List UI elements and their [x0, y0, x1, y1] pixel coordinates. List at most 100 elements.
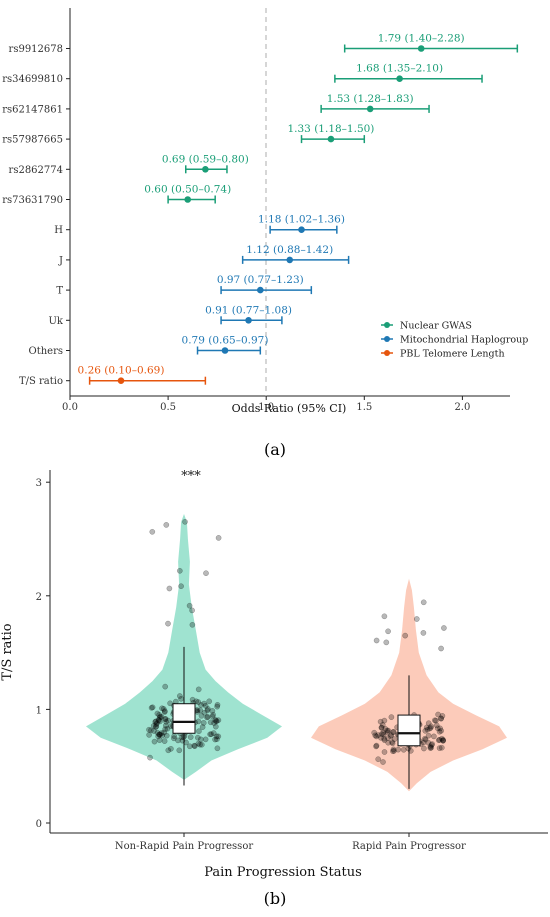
- observation-point: [429, 741, 436, 747]
- observation-point: [439, 735, 445, 742]
- odds-ratio-label: 0.91 (0.77–1.08): [205, 304, 292, 316]
- observation-point: [213, 718, 219, 724]
- legend-label-mito: Mitochondrial Haplogroup: [400, 335, 528, 346]
- observation-point: [423, 724, 430, 731]
- observation-point: [197, 736, 204, 743]
- observation-point: [372, 732, 379, 739]
- odds-ratio-point: [366, 105, 374, 113]
- observation-point: [381, 735, 387, 742]
- violin-x-tick-label: Non-Rapid Pain Progressor: [115, 841, 253, 852]
- violin-plot-panel: 0 1 2 3 Non-Rapid Pain Progressor Rapid Pain…: [0, 469, 548, 908]
- forest-row-label: rs2862774: [9, 165, 63, 176]
- legend-dot-mito: [384, 336, 390, 342]
- observation-point: [163, 732, 170, 739]
- observation-point: [162, 716, 169, 723]
- observation-point: [215, 717, 222, 724]
- observation-point: [213, 718, 220, 724]
- observation-point: [161, 709, 168, 715]
- forest-rows: rs9912678 1.79 (1.40–2.28) rs34699810 1.68 …: [2, 33, 519, 387]
- observation-point: [195, 718, 202, 725]
- observation-point: [388, 714, 395, 720]
- observation-point: [438, 715, 444, 722]
- observation-point: [400, 746, 407, 753]
- forest-row: rs34699810 1.68 (1.35–2.10): [2, 63, 483, 85]
- box-iqr: [172, 703, 196, 734]
- observation-point: [202, 736, 209, 743]
- observation-point: [425, 732, 432, 739]
- observation-point: [155, 733, 162, 740]
- observation-point: [167, 700, 173, 707]
- observation-point: [378, 734, 384, 741]
- observation-point: [208, 731, 215, 738]
- legend: Nuclear GWAS Mitochondrial Haplogroup PB…: [381, 321, 528, 360]
- legend-dot-nuclear: [384, 322, 390, 328]
- violin-y-ticks: 0 1 2 3: [36, 478, 50, 830]
- forest-row-label: rs73631790: [2, 195, 63, 206]
- observation-point: [434, 725, 441, 732]
- odds-ratio-point: [327, 135, 335, 143]
- forest-x-axis-label: Odds Ratio (95% CI): [232, 402, 347, 415]
- observation-point: [379, 722, 386, 728]
- observation-point: [204, 707, 211, 714]
- observation-point: [149, 704, 156, 711]
- observation-point: [373, 743, 379, 750]
- observation-point: [391, 748, 397, 754]
- observation-point: [212, 736, 218, 743]
- observation-point: [195, 699, 202, 705]
- forest-plot-panel: 0.0 0.5 1.0 1.5 2.0 rs9912678 1.79 (1.40–2.28…: [2, 8, 528, 459]
- forest-row-label: rs9912678: [9, 44, 63, 55]
- odds-ratio-point: [245, 317, 252, 324]
- observation-point: [390, 748, 396, 755]
- observation-point: [212, 723, 219, 730]
- observation-point: [433, 722, 440, 729]
- observation-point: [422, 736, 429, 743]
- odds-ratio-label: 1.79 (1.40–2.28): [378, 33, 465, 45]
- observation-point: [436, 736, 443, 743]
- observation-point: [153, 721, 160, 728]
- forest-row-label: rs62147861: [2, 104, 63, 115]
- observation-point: [156, 712, 163, 718]
- legend-label-nuclear: Nuclear GWAS: [400, 321, 472, 332]
- observation-point: [162, 715, 169, 722]
- observation-point: [380, 731, 387, 738]
- observation-point: [150, 722, 157, 729]
- observation-point: [428, 742, 435, 748]
- observation-point: [420, 739, 427, 746]
- violin-shape: [86, 514, 282, 780]
- observation-point: [215, 535, 222, 541]
- observation-point: [435, 711, 441, 718]
- odds-ratio-point: [417, 45, 425, 52]
- observation-point: [440, 737, 446, 743]
- forest-x-tick-label: 1.0: [258, 402, 274, 413]
- observation-point: [165, 747, 172, 754]
- observation-point: [381, 717, 388, 724]
- violin-x-tick-label: Rapid Pain Progressor: [352, 841, 466, 852]
- observation-point: [165, 620, 171, 627]
- observation-point: [381, 737, 388, 743]
- observation-point: [154, 720, 160, 726]
- observation-point: [384, 727, 390, 734]
- forest-row-label: Uk: [49, 316, 64, 327]
- observation-point: [154, 729, 161, 736]
- observation-point: [391, 736, 398, 742]
- odds-ratio-point: [221, 347, 229, 354]
- observation-point: [152, 724, 159, 730]
- observation-point: [427, 724, 434, 731]
- forest-row: Uk 0.91 (0.77–1.08): [49, 304, 293, 327]
- forest-row-label: T/S ratio: [19, 376, 63, 387]
- observation-point: [201, 700, 207, 707]
- observation-point: [209, 713, 216, 720]
- observation-point: [199, 724, 206, 730]
- forest-row: J 1.12 (0.88–1.42): [58, 244, 350, 266]
- observation-point: [422, 735, 428, 742]
- observation-point: [198, 712, 205, 719]
- observation-point: [431, 733, 437, 740]
- forest-x-tick-label: 1.5: [356, 402, 372, 413]
- observation-point: [151, 728, 157, 734]
- forest-row-label: T: [56, 286, 63, 297]
- odds-ratio-point: [396, 75, 403, 82]
- violins: [86, 514, 507, 792]
- observation-point: [390, 729, 396, 735]
- odds-ratio-label: 1.68 (1.35–2.10): [356, 63, 443, 75]
- odds-ratio-label: 0.79 (0.65–0.97): [182, 335, 269, 347]
